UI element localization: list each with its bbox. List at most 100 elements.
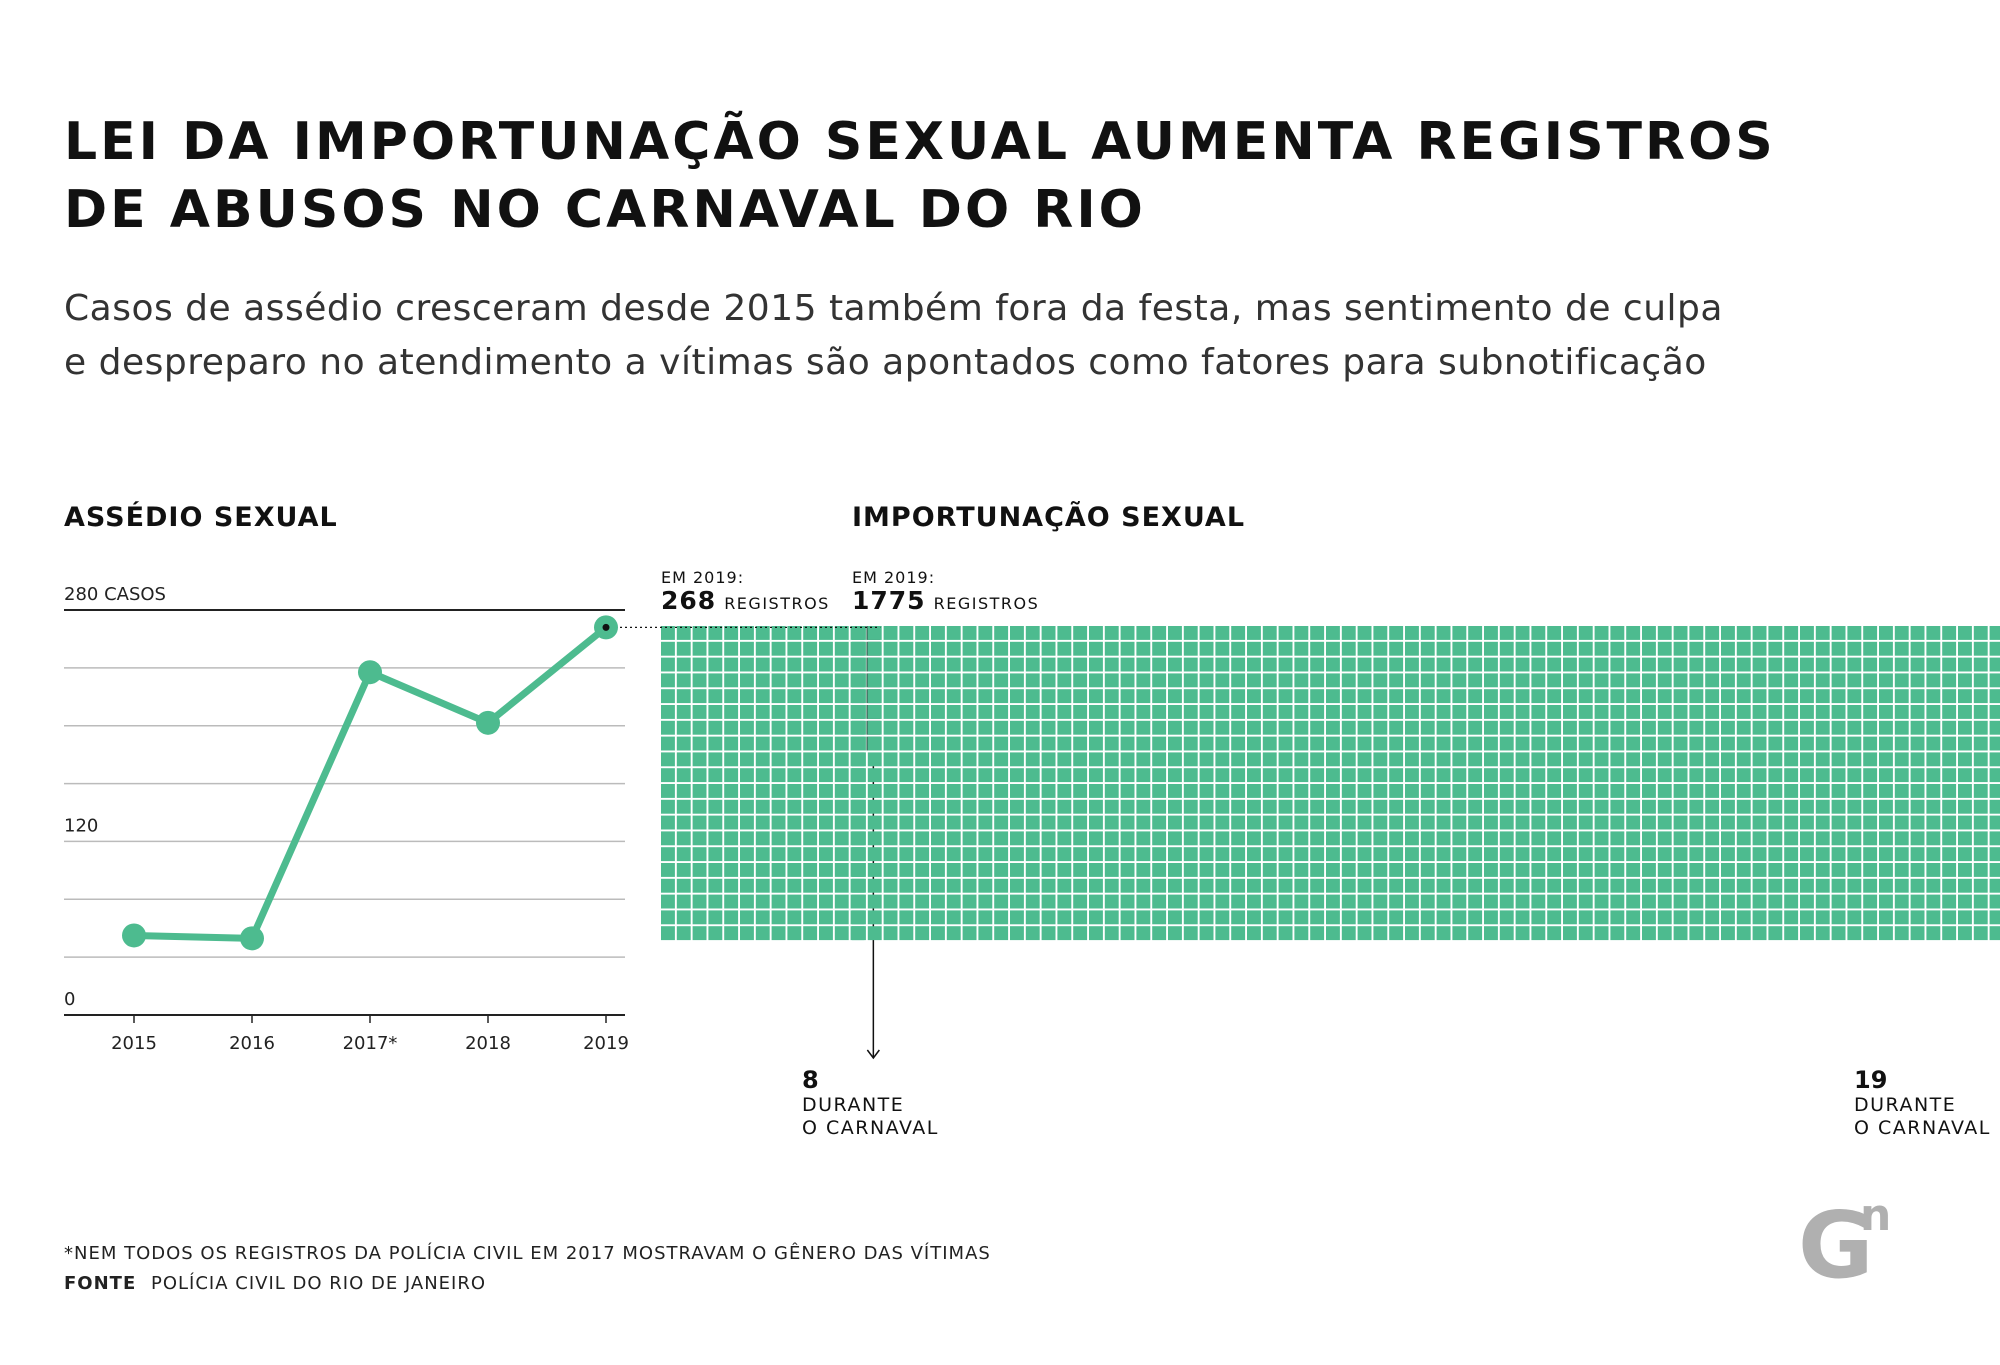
waffle-b-total-value: 1775 [852, 586, 926, 615]
waffle-b-cell [1041, 831, 1056, 846]
waffle-b-cell [1041, 736, 1056, 751]
waffle-b-cell [1341, 784, 1356, 798]
waffle-b-cell [1499, 815, 1514, 830]
waffle-b-cell [1183, 799, 1198, 814]
waffle-b-cell [1294, 799, 1309, 814]
waffle-a-cell [787, 657, 802, 672]
waffle-b-cell [1468, 626, 1483, 640]
waffle-a-cell [803, 736, 818, 751]
waffle-b-cell [1420, 641, 1435, 656]
waffle-b-cell [1405, 705, 1419, 719]
waffle-b-cell [1515, 847, 1530, 862]
x-tick-label: 2015 [111, 1033, 157, 1054]
waffle-b-cell [1863, 863, 1878, 877]
waffle-b-cell [1705, 657, 1720, 672]
waffle-b-cell [1657, 815, 1672, 830]
waffle-b-cell [1910, 720, 1925, 735]
waffle-b-cell [1910, 752, 1925, 767]
waffle-b-cell [1452, 847, 1467, 862]
waffle-b-cell [1689, 910, 1704, 925]
waffle-b-cell [1215, 689, 1230, 704]
waffle-b-cell [1879, 736, 1893, 751]
waffle-b-cell [994, 878, 1009, 893]
waffle-b-cell [1863, 910, 1878, 925]
waffle-b-cell [931, 910, 945, 925]
waffle-b-cell [1736, 673, 1751, 688]
waffle-b-cell [1989, 926, 2000, 941]
waffle-b-cell [1436, 641, 1451, 656]
waffle-b-cell [867, 847, 882, 862]
waffle-b-cell [852, 752, 866, 767]
waffle-b-cell [1025, 847, 1040, 862]
waffle-b-cell [1705, 894, 1720, 909]
waffle-b-cell [1057, 878, 1072, 893]
waffle-b-cell [1215, 863, 1230, 877]
waffle-b-cell [1168, 626, 1182, 640]
waffle-b-cell [931, 641, 945, 656]
waffle-b-cell [1041, 894, 1056, 909]
waffle-b-cell [1310, 926, 1325, 941]
waffle-b-cell [1626, 863, 1641, 877]
waffle-b-cell [1752, 910, 1767, 925]
waffle-a-cell [661, 720, 675, 735]
waffle-b-cell [1436, 815, 1451, 830]
waffle-b-cell [1736, 910, 1751, 925]
waffle-b-cell [1010, 815, 1024, 830]
waffle-b-cell [1010, 863, 1024, 877]
waffle-a-cell [834, 673, 849, 688]
waffle-b-cell [1262, 657, 1277, 672]
waffle-b-cell [946, 831, 961, 846]
waffle-a-cell [803, 768, 818, 783]
waffle-b-cell [1136, 626, 1151, 640]
waffle-b-cell [1784, 815, 1799, 830]
waffle-b-cell [1468, 657, 1483, 672]
waffle-b-cell [1247, 894, 1261, 909]
waffle-a-cell [708, 752, 723, 767]
waffle-b-cell [1879, 689, 1893, 704]
waffle-b-cell [1073, 768, 1088, 783]
waffle-a-cell [692, 894, 707, 909]
waffle-a-cell [661, 641, 675, 656]
waffle-b-cell [1863, 736, 1878, 751]
waffle-a-cell [787, 736, 802, 751]
waffle-b-cell [1484, 689, 1498, 704]
waffle-b-cell [1389, 799, 1404, 814]
waffle-b-cell [1879, 673, 1893, 688]
waffle-b-cell [931, 799, 945, 814]
waffle-a-unit: REGISTROS [724, 594, 830, 613]
waffle-a-cell [692, 705, 707, 719]
waffle-b-cell [1104, 799, 1119, 814]
waffle-b-cell [1563, 768, 1577, 783]
waffle-a-cell [676, 799, 691, 814]
waffle-b-cell [1831, 673, 1846, 688]
waffle-b-cell [1041, 768, 1056, 783]
waffle-b-cell [1784, 878, 1799, 893]
waffle-b-cell [883, 878, 898, 893]
waffle-b-cell [1958, 799, 1972, 814]
waffle-b-cell [1341, 705, 1356, 719]
waffle-b-cell [1120, 689, 1135, 704]
waffle-b-cell [1863, 689, 1878, 704]
waffle-b-cell [1499, 657, 1514, 672]
waffle-b-cell [946, 799, 961, 814]
waffle-a-cell [724, 626, 739, 640]
waffle-b-cell [994, 768, 1009, 783]
waffle-b-cell [899, 831, 914, 846]
waffle-b-cell [1183, 910, 1198, 925]
waffle-b-cell [1073, 626, 1088, 640]
waffle-b-cell [1452, 815, 1467, 830]
waffle-b-cell [1468, 784, 1483, 798]
waffle-b-cell [1547, 768, 1562, 783]
waffle-a-cell [724, 768, 739, 783]
waffle-b-cell [1752, 768, 1767, 783]
waffle-b-cell [1531, 894, 1546, 909]
waffle-b-cell [1326, 831, 1340, 846]
waffle-b-cell [1547, 657, 1562, 672]
waffle-b-cell [1499, 831, 1514, 846]
waffle-b-cell [994, 736, 1009, 751]
waffle-b-cell [1800, 910, 1814, 925]
waffle-b-cell [1215, 673, 1230, 688]
waffle-a-carnival-text-1: DURANTE [802, 1094, 905, 1116]
waffle-b-cell [1705, 863, 1720, 877]
waffle-b-cell [1563, 657, 1577, 672]
